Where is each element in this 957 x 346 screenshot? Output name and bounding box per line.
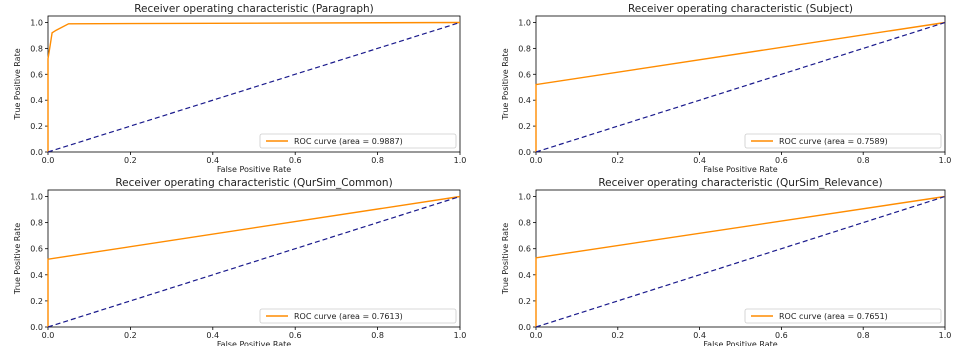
y-tick-label: 0.2	[518, 297, 531, 306]
x-tick-label: 0.2	[124, 156, 137, 165]
x-tick-label: 0.0	[42, 331, 55, 340]
y-axis-label: True Positive Rate	[501, 223, 510, 295]
x-tick-label: 0.8	[371, 156, 384, 165]
x-tick-label: 0.8	[857, 156, 870, 165]
x-tick-label: 0.6	[289, 156, 302, 165]
y-tick-label: 0.2	[518, 122, 531, 131]
x-tick-label: 0.6	[289, 331, 302, 340]
chart-title: Receiver operating characteristic (Parag…	[134, 3, 374, 15]
x-tick-label: 0.2	[611, 156, 624, 165]
x-tick-label: 0.4	[206, 331, 219, 340]
x-tick-label: 0.8	[371, 331, 384, 340]
x-axis-label: False Positive Rate	[703, 165, 777, 174]
plot-frame	[535, 189, 946, 328]
x-axis-label: False Positive Rate	[703, 340, 777, 346]
x-tick-label: 0.0	[530, 156, 543, 165]
legend-box	[259, 133, 457, 149]
y-axis-label: True Positive Rate	[501, 48, 510, 120]
x-tick-label: 0.2	[611, 331, 624, 340]
y-tick-label: 0.4	[518, 271, 531, 280]
y-tick-label: 0.4	[30, 271, 43, 280]
y-tick-label: 0.6	[30, 70, 43, 79]
y-tick-label: 0.6	[518, 245, 531, 254]
x-axis-label: False Positive Rate	[217, 165, 291, 174]
chance-diagonal-line	[535, 195, 946, 328]
plot-frame	[47, 15, 461, 153]
roc-curve-line	[47, 195, 461, 327]
y-tick-label: 0.0	[518, 148, 531, 157]
x-tick-label: 0.2	[124, 331, 137, 340]
y-tick-label: 0.8	[518, 44, 531, 53]
y-tick-label: 0.4	[30, 96, 43, 105]
legend-box	[744, 308, 942, 324]
y-tick-label: 1.0	[518, 193, 531, 202]
y-tick-label: 1.0	[30, 193, 43, 202]
chance-diagonal-line	[47, 195, 461, 328]
plot-frame	[535, 15, 946, 153]
y-tick-label: 0.8	[518, 219, 531, 228]
roc-curve-line	[47, 21, 461, 152]
legend-box	[259, 308, 457, 324]
y-axis-label: True Positive Rate	[13, 48, 22, 120]
x-tick-label: 0.4	[206, 156, 219, 165]
y-tick-label: 0.0	[518, 323, 531, 332]
x-tick-label: 0.6	[775, 331, 788, 340]
roc-chart-panel: Receiver operating characteristic (QurSi…	[13, 177, 466, 346]
y-tick-label: 0.6	[30, 245, 43, 254]
roc-curve-line	[535, 21, 946, 152]
legend-entry: ROC curve (area = 0.7613)	[294, 312, 403, 321]
legend-entry: ROC curve (area = 0.7589)	[779, 137, 888, 146]
roc-curve-line	[535, 195, 946, 327]
legend-entry: ROC curve (area = 0.9887)	[294, 137, 403, 146]
y-tick-label: 0.6	[518, 70, 531, 79]
x-tick-label: 1.0	[939, 331, 952, 340]
y-tick-label: 0.2	[30, 297, 43, 306]
chart-title: Receiver operating characteristic (QurSi…	[598, 177, 882, 189]
legend-entry: ROC curve (area = 0.7651)	[779, 312, 888, 321]
chance-diagonal-line	[535, 21, 946, 153]
x-tick-label: 0.8	[857, 331, 870, 340]
y-tick-label: 0.0	[30, 148, 43, 157]
x-tick-label: 1.0	[939, 156, 952, 165]
roc-chart-panel: Receiver operating characteristic (Subje…	[501, 3, 951, 174]
y-tick-label: 1.0	[518, 18, 531, 27]
x-tick-label: 0.6	[775, 156, 788, 165]
x-tick-label: 0.0	[530, 331, 543, 340]
y-tick-label: 0.0	[30, 323, 43, 332]
plot-frame	[47, 189, 461, 328]
roc-chart-panel: Receiver operating characteristic (Parag…	[13, 3, 466, 174]
roc-chart-panel: Receiver operating characteristic (QurSi…	[501, 177, 951, 346]
y-tick-label: 0.8	[30, 219, 43, 228]
x-tick-label: 1.0	[454, 331, 467, 340]
x-axis-label: False Positive Rate	[217, 340, 291, 346]
y-tick-label: 0.8	[30, 44, 43, 53]
chart-title: Receiver operating characteristic (QurSi…	[115, 177, 392, 189]
chance-diagonal-line	[47, 21, 461, 153]
legend-box	[744, 133, 942, 149]
x-tick-label: 0.0	[42, 156, 55, 165]
chart-title: Receiver operating characteristic (Subje…	[628, 3, 853, 15]
y-tick-label: 0.2	[30, 122, 43, 131]
x-tick-label: 0.4	[693, 331, 706, 340]
x-tick-label: 1.0	[454, 156, 467, 165]
y-tick-label: 1.0	[30, 18, 43, 27]
y-tick-label: 0.4	[518, 96, 531, 105]
y-axis-label: True Positive Rate	[13, 223, 22, 295]
x-tick-label: 0.4	[693, 156, 706, 165]
